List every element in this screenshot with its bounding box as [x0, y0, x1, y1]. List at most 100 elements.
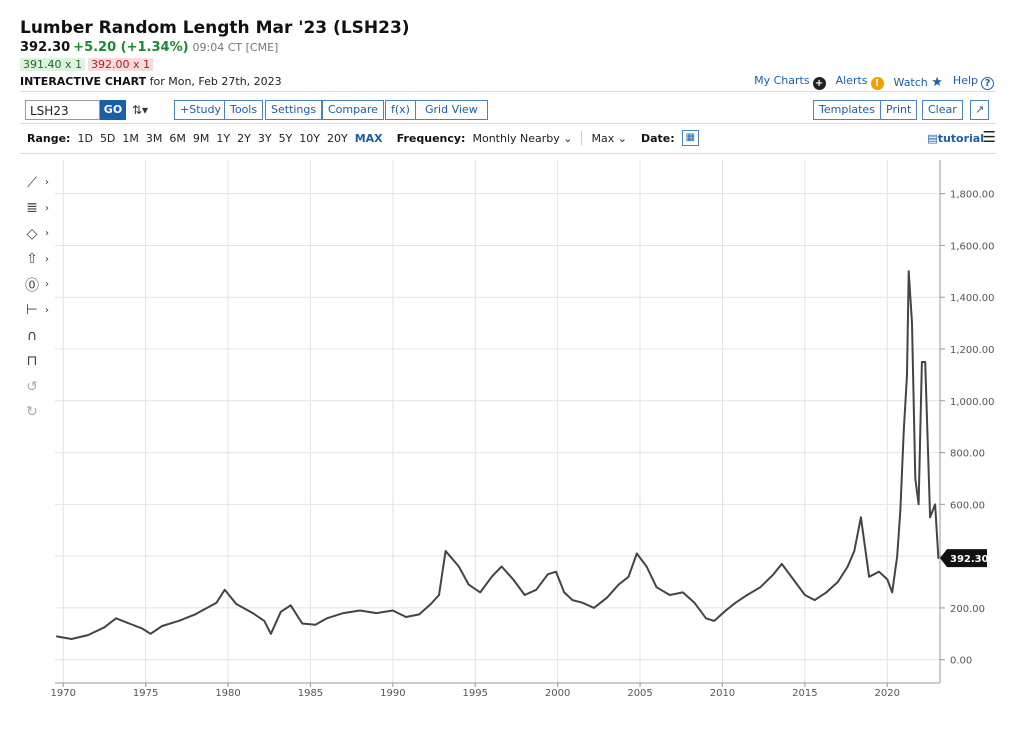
my-charts-link[interactable]: My Charts +	[754, 74, 826, 90]
range-1m[interactable]: 1M	[122, 131, 139, 145]
watch-label: Watch	[893, 75, 928, 89]
data-point	[924, 361, 926, 363]
data-point	[914, 477, 917, 480]
data-point	[479, 591, 481, 594]
x-tick-label: 2005	[627, 688, 652, 699]
data-point	[103, 626, 106, 629]
y-tick-label: 1,400.00	[950, 293, 995, 304]
range-2y[interactable]: 2Y	[237, 131, 251, 145]
range-10y[interactable]: 10Y	[299, 131, 320, 145]
data-point	[451, 557, 453, 560]
fib-tool-icon[interactable]: ≣ ›	[26, 200, 49, 217]
page-title: Lumber Random Length Mar '23 (LSH23)	[20, 18, 410, 38]
data-point	[429, 603, 432, 605]
clear-button[interactable]: Clear	[922, 100, 963, 120]
star-icon: ★	[931, 74, 943, 90]
x-tick-label: 1980	[215, 688, 240, 699]
ask-badge: 392.00 x 1	[88, 58, 153, 71]
data-point	[906, 374, 908, 376]
range-9m[interactable]: 9M	[192, 131, 210, 145]
data-point	[617, 583, 620, 586]
range-20y[interactable]: 20Y	[327, 131, 348, 145]
data-point	[223, 588, 226, 591]
annotation-tool-icon[interactable]: ⓪ ›	[25, 277, 49, 294]
data-point	[563, 591, 566, 594]
symbol-input[interactable]: LSH23	[25, 100, 100, 120]
data-point	[917, 503, 920, 506]
compare-button[interactable]: Compare	[322, 100, 384, 120]
chevron-down-icon: ⌄	[617, 131, 627, 145]
chart-date-line: INTERACTIVE CHART for Mon, Feb 27th, 202…	[20, 75, 282, 88]
measure-tool-icon[interactable]: ⊢ ›	[25, 302, 49, 319]
range-3y[interactable]: 3Y	[257, 131, 272, 145]
range-3m[interactable]: 3M	[145, 131, 163, 145]
study-button[interactable]: +Study	[174, 100, 227, 120]
frequency-label: Frequency:	[396, 131, 466, 145]
tools-button[interactable]: Tools	[224, 100, 264, 120]
tutorial-link[interactable]: ▤tutorial	[927, 132, 984, 145]
grid-view-button[interactable]: Grid View	[415, 100, 488, 120]
bar-type-icon[interactable]: ⇅▾	[132, 103, 149, 117]
data-point	[705, 617, 707, 620]
hamburger-menu-icon[interactable]: ☰	[982, 128, 996, 146]
redo-icon[interactable]: ↻	[26, 404, 38, 421]
templates-button[interactable]: Templates	[813, 100, 881, 120]
go-button[interactable]: GO	[100, 100, 126, 120]
chart-label: INTERACTIVE CHART	[20, 75, 147, 88]
data-point	[837, 581, 839, 583]
data-point	[655, 586, 658, 589]
data-point	[314, 623, 317, 626]
calendar-icon[interactable]: ▦	[681, 130, 700, 146]
data-point	[792, 578, 795, 581]
line-tool-icon[interactable]: ⟋ ›	[27, 174, 49, 191]
range-5d[interactable]: 5D	[99, 131, 116, 145]
arrow-tool-icon[interactable]: ⇧ ›	[26, 251, 49, 268]
range-5y[interactable]: 5Y	[278, 131, 293, 145]
data-point	[878, 570, 880, 573]
alerts-link[interactable]: Alerts!	[836, 74, 884, 90]
max-select[interactable]: Max ⌄	[591, 132, 626, 145]
alerts-label: Alerts	[835, 74, 868, 87]
data-point	[326, 617, 328, 620]
quote-line: 392.30 +5.20 (+1.34%) 09:04 CT [CME]	[20, 40, 278, 55]
data-point	[886, 578, 889, 581]
data-point	[902, 431, 905, 433]
settings-button[interactable]: Settings	[265, 100, 323, 120]
data-point	[467, 583, 470, 586]
date-label: Date:	[640, 131, 675, 145]
help-link[interactable]: Help?	[953, 74, 994, 90]
y-tick-label: 800.00	[950, 449, 985, 460]
divider	[20, 153, 996, 154]
data-point	[891, 591, 894, 594]
data-point	[141, 627, 144, 630]
data-point	[215, 601, 218, 604]
print-button[interactable]: Print	[880, 100, 918, 120]
x-tick-label: 1995	[463, 688, 488, 699]
data-point	[392, 609, 394, 612]
data-point	[359, 609, 361, 612]
price-line	[56, 270, 940, 640]
data-point	[523, 594, 526, 596]
help-icon: ?	[981, 77, 994, 90]
frequency-select[interactable]: Monthly Nearby ⌄	[472, 132, 572, 145]
range-max[interactable]: MAX	[354, 131, 383, 145]
magnet-icon[interactable]: ∩	[26, 327, 38, 344]
last-price: 392.30	[20, 40, 71, 55]
data-point	[555, 570, 557, 573]
range-1y[interactable]: 1Y	[216, 131, 231, 145]
popout-icon[interactable]: ↗	[970, 100, 990, 120]
shape-tool-icon[interactable]: ◇ ›	[26, 225, 49, 242]
bid-badge: 391.40 x 1	[20, 58, 85, 71]
tutorial-label: tutorial	[937, 132, 984, 145]
data-point	[627, 576, 630, 578]
data-point	[490, 576, 493, 578]
lock-icon[interactable]: ⊓	[26, 353, 38, 370]
watch-link[interactable]: Watch ★	[894, 75, 943, 90]
x-tick-label: 1985	[298, 688, 323, 699]
undo-icon[interactable]: ↺	[26, 378, 38, 395]
range-1d[interactable]: 1D	[77, 131, 93, 145]
data-point	[512, 578, 514, 581]
data-point	[860, 516, 862, 519]
range-6m[interactable]: 6M	[169, 131, 186, 145]
